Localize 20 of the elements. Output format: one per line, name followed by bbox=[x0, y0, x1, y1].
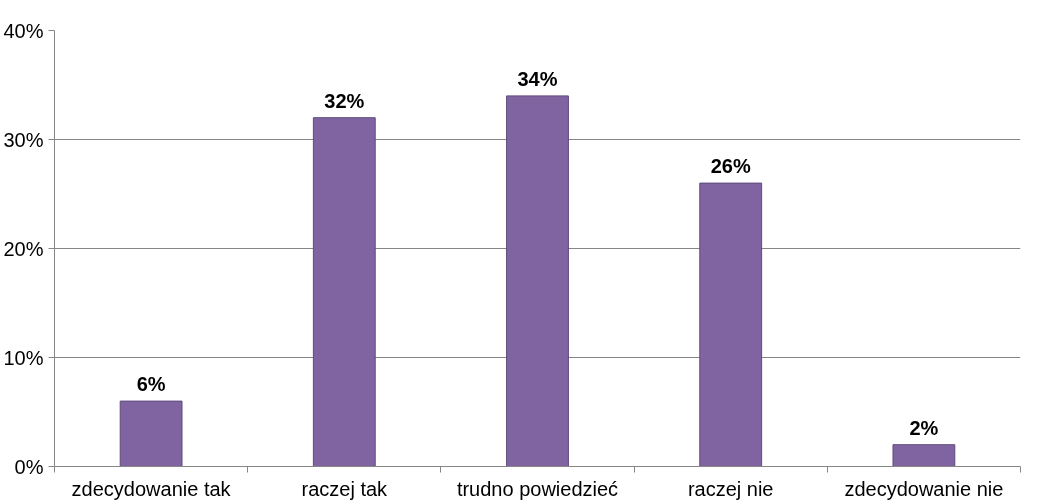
data-label: 6% bbox=[136, 373, 166, 396]
data-label: 34% bbox=[517, 67, 558, 90]
y-tick-label: 20% bbox=[3, 237, 44, 260]
y-tick-label: 10% bbox=[3, 346, 44, 369]
bar bbox=[119, 400, 183, 467]
data-label: 2% bbox=[909, 416, 939, 439]
bar bbox=[699, 182, 763, 467]
y-tick-label: 30% bbox=[3, 128, 44, 151]
x-tick-label: zdecydowanie nie bbox=[844, 477, 1004, 500]
data-label: 32% bbox=[324, 89, 365, 112]
x-tick-label: trudno powiedzieć bbox=[456, 477, 619, 500]
x-tick-label: raczej nie bbox=[687, 477, 774, 500]
x-tick-label: zdecydowanie tak bbox=[71, 477, 232, 500]
bar bbox=[506, 95, 569, 467]
bar bbox=[892, 444, 956, 467]
data-label: 26% bbox=[710, 155, 751, 178]
y-tick-label: 40% bbox=[3, 19, 44, 42]
y-tick-label: 0% bbox=[14, 455, 44, 478]
x-tick-label: raczej tak bbox=[301, 477, 389, 500]
bar bbox=[312, 117, 376, 467]
